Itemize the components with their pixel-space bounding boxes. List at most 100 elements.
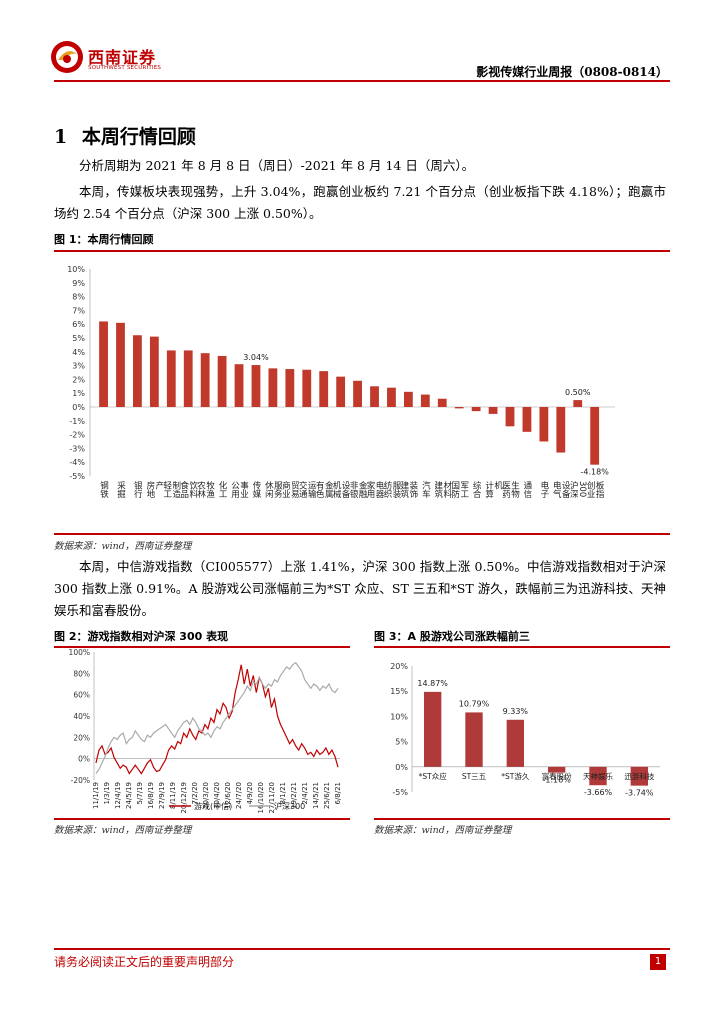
fig1-bar <box>285 369 295 407</box>
fig1-x-label: 电气 设备 <box>551 480 570 499</box>
fig1-x-label-line: 饮料 <box>188 480 198 499</box>
fig2-x-tick: 19/2/21 <box>290 782 298 809</box>
fig1-x-label-line: 设备 <box>340 480 350 499</box>
fig1-x-label: 综合 <box>471 480 481 499</box>
figure-3-source: 数据来源：wind，西南证券整理 <box>374 825 512 836</box>
fig3-bar <box>547 766 566 773</box>
fig3-x-label: *ST游久 <box>501 771 530 781</box>
fig1-bar <box>505 407 515 427</box>
fig1-x-label: 公用 事业 <box>230 480 249 499</box>
fig1-x-label: 休闲 服务 <box>263 480 282 499</box>
fig1-x-label: 计算机 <box>484 480 503 499</box>
fig1-x-label: 纺织 服装 <box>382 480 401 499</box>
fig1-x-label: 非银 金融 <box>348 480 367 499</box>
fig1-x-label: 家用 电器 <box>365 480 384 499</box>
fig1-x-label-line: 通信 <box>522 480 532 499</box>
fig3-x-label: ST三五 <box>462 772 487 781</box>
fig2-y-tick: 80% <box>73 669 90 678</box>
fig1-bar <box>268 368 278 407</box>
fig1-x-label: 房地产 <box>145 480 164 498</box>
fig1-bar <box>522 407 532 432</box>
fig1-x-label: 轻工 制造 <box>162 480 181 499</box>
fig2-x-tick: 8/1/21 <box>279 782 287 805</box>
fig2-x-tick: 12/4/19 <box>114 782 122 809</box>
fig1-x-label-line: 医药 <box>501 481 511 499</box>
fig1-bar <box>99 321 108 407</box>
fig1-x-label-line: 休闲 <box>263 480 273 499</box>
fig1-x-label-line: 电器 <box>374 480 384 499</box>
fig1-data-label: 0.50% <box>565 388 591 397</box>
footer-disclaimer: 请务必阅读正文后的重要声明部分 <box>54 955 235 969</box>
fig1-bar <box>454 407 464 409</box>
fig2-x-tick: 20/3/20 <box>202 782 210 809</box>
fig1-x-label-line: 综合 <box>471 480 481 499</box>
fig2-y-tick: -20% <box>71 776 90 785</box>
fig1-bar <box>133 335 142 407</box>
fig3-x-label: 天神娱乐 <box>583 771 613 781</box>
fig1-x-label-line: 生物 <box>510 480 520 499</box>
fig1-x-label-line: 材料 <box>442 480 452 499</box>
fig2-x-tick: 24/7/20 <box>235 782 243 809</box>
fig1-y-tick: -5% <box>69 472 85 481</box>
fig1-x-label: 有色 金属 <box>314 480 333 499</box>
fig1-x-label-line: 服装 <box>391 481 401 499</box>
fig2-x-tick: 5/7/19 <box>136 782 144 805</box>
fig1-bar <box>488 407 498 414</box>
fig1-x-label-line: 运输 <box>306 481 316 499</box>
fig1-x-label-line: 化工 <box>217 480 227 498</box>
fig3-data-label: -3.66% <box>584 788 613 797</box>
fig1-x-label: 钢铁 <box>99 480 109 499</box>
fig1-x-label-line: 汽车 <box>420 480 430 499</box>
fig2-x-tick: 16/8/19 <box>147 782 155 809</box>
fig1-x-label: 医药 生物 <box>501 480 520 499</box>
fig3-y-tick: 5% <box>395 738 408 747</box>
fig1-x-label: 食品 饮料 <box>179 480 198 499</box>
fig1-x-label: 采掘 <box>115 480 125 499</box>
fig2-x-tick: 27/11/20 <box>268 782 276 813</box>
fig1-x-label-line: 非银 <box>348 480 358 499</box>
fig3-y-tick: 20% <box>390 662 408 671</box>
fig2-y-tick: 20% <box>73 733 90 742</box>
fig3-data-label: -1.16% <box>543 776 572 785</box>
fig1-y-tick: -1% <box>69 417 85 426</box>
fig3-y-tick: 0% <box>395 763 408 772</box>
fig1-bar <box>319 371 329 407</box>
fig1-x-label: 交通 运输 <box>297 480 316 499</box>
fig1-bar <box>217 355 227 407</box>
fig1-x-label-line: 电气 <box>551 480 561 498</box>
logo-text-en: SOUTHWEST SECURITIES <box>88 65 162 71</box>
fig3-x-label: *ST众应 <box>419 771 448 781</box>
fig2-x-tick: 25/6/21 <box>323 782 331 809</box>
fig3-bar <box>423 691 442 767</box>
fig1-x-label-line: 交通 <box>297 480 307 499</box>
fig3-x-label: 迅游科技 <box>624 771 654 781</box>
fig1-x-label-line: 采掘 <box>115 480 125 499</box>
fig1-bar <box>471 407 481 412</box>
fig1-y-tick: 0% <box>72 403 85 412</box>
fig1-x-label: 银行 <box>132 480 142 499</box>
fig1-x-label-line: 建筑 <box>399 480 409 499</box>
fig1-x-label: 汽车 <box>420 480 430 499</box>
fig1-x-label-line: 300 <box>577 481 587 497</box>
fig1-bar <box>234 364 244 407</box>
fig1-bar <box>556 407 566 453</box>
fig1-x-label-line: 公用 <box>230 481 240 499</box>
fig2-x-tick: 14/5/21 <box>312 782 320 809</box>
fig2-x-tick: 4/9/20 <box>246 782 254 805</box>
figure-1-source: 数据来源：wind，西南证券整理 <box>54 541 192 552</box>
fig1-x-label: 机械 设备 <box>331 480 350 499</box>
fig3-y-tick: 10% <box>390 712 408 721</box>
fig2-x-tick: 12/6/20 <box>224 782 232 809</box>
fig1-x-label-line: 计算 <box>484 480 494 499</box>
fig1-x-label-line: 军工 <box>459 481 469 498</box>
fig1-x-label-line: 产 <box>154 480 164 490</box>
section-title: 1 本周行情回顾 <box>54 122 196 149</box>
fig1-x-label-line: 装饰 <box>408 480 418 499</box>
figure-2-label: 图 2：游戏指数相对沪深 300 表现 <box>54 630 229 643</box>
fig1-x-label: 商业 贸易 <box>280 480 299 499</box>
report-title: 影视传媒行业周报（0808-0814） <box>476 65 668 79</box>
fig1-bar <box>166 350 176 407</box>
paragraph-period: 分析周期为 2021 年 8 月 8 日（周日）-2021 年 8 月 14 日… <box>79 158 475 173</box>
fig2-x-tick: 20/12/19 <box>180 782 188 813</box>
fig1-x-label-line: 食品 <box>179 480 189 499</box>
